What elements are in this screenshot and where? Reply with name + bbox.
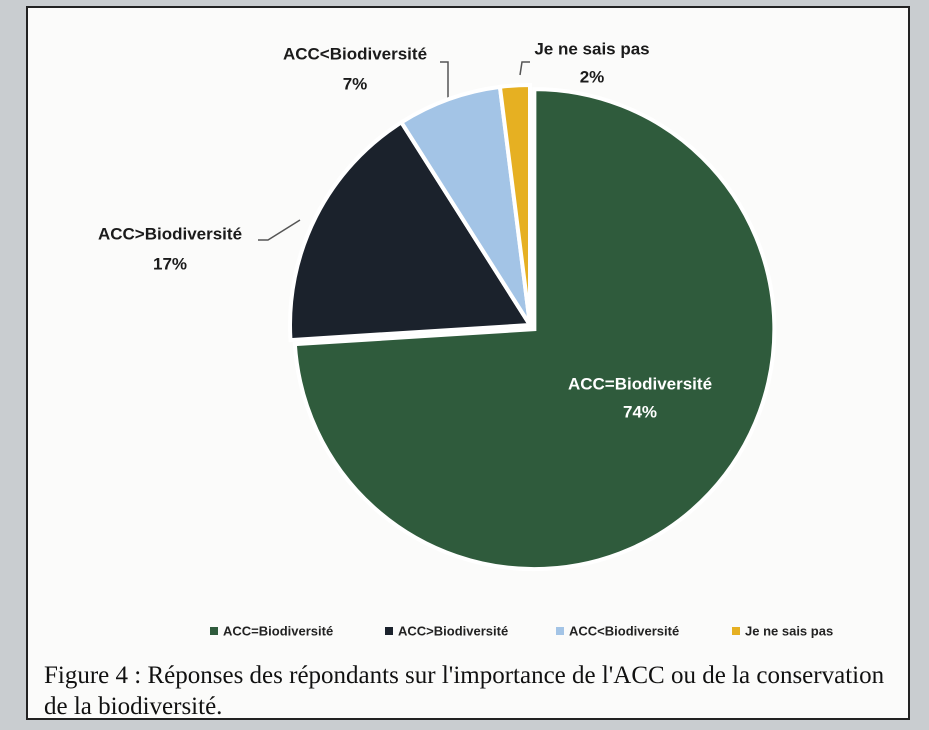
figure-caption: Figure 4 : Réponses des répondants sur l… [44, 662, 885, 720]
slice-label: ACC=Biodiversité [568, 374, 712, 393]
legend-label: ACC<Biodiversité [569, 623, 679, 638]
leader-line [440, 61, 449, 98]
pie-slice [398, 84, 532, 327]
leader-line [519, 61, 530, 76]
legend-swatch [210, 627, 218, 635]
slice-value-label: 74% [623, 402, 657, 421]
slice-label: ACC<Biodiversité [283, 44, 427, 63]
slice-label: ACC>Biodiversité [98, 224, 242, 243]
legend-swatch [556, 627, 564, 635]
leader-line [258, 219, 301, 241]
slice-value-label: 7% [343, 74, 368, 93]
slice-label: Je ne sais pas [534, 39, 649, 58]
legend-label: Je ne sais pas [745, 623, 833, 638]
pie-slice [288, 119, 534, 343]
pie-slice [292, 87, 777, 572]
pie-slice [497, 82, 532, 326]
legend-swatch [385, 627, 393, 635]
legend-swatch [732, 627, 740, 635]
chart: ACC=Biodiversité 74% ACC>Biodiversité 17% AC… [98, 39, 833, 638]
slice-value-label: 17% [153, 254, 187, 273]
legend-label: ACC>Biodiversité [398, 623, 508, 638]
slice-value-label: 2% [580, 67, 605, 86]
legend-label: ACC=Biodiversité [223, 623, 333, 638]
